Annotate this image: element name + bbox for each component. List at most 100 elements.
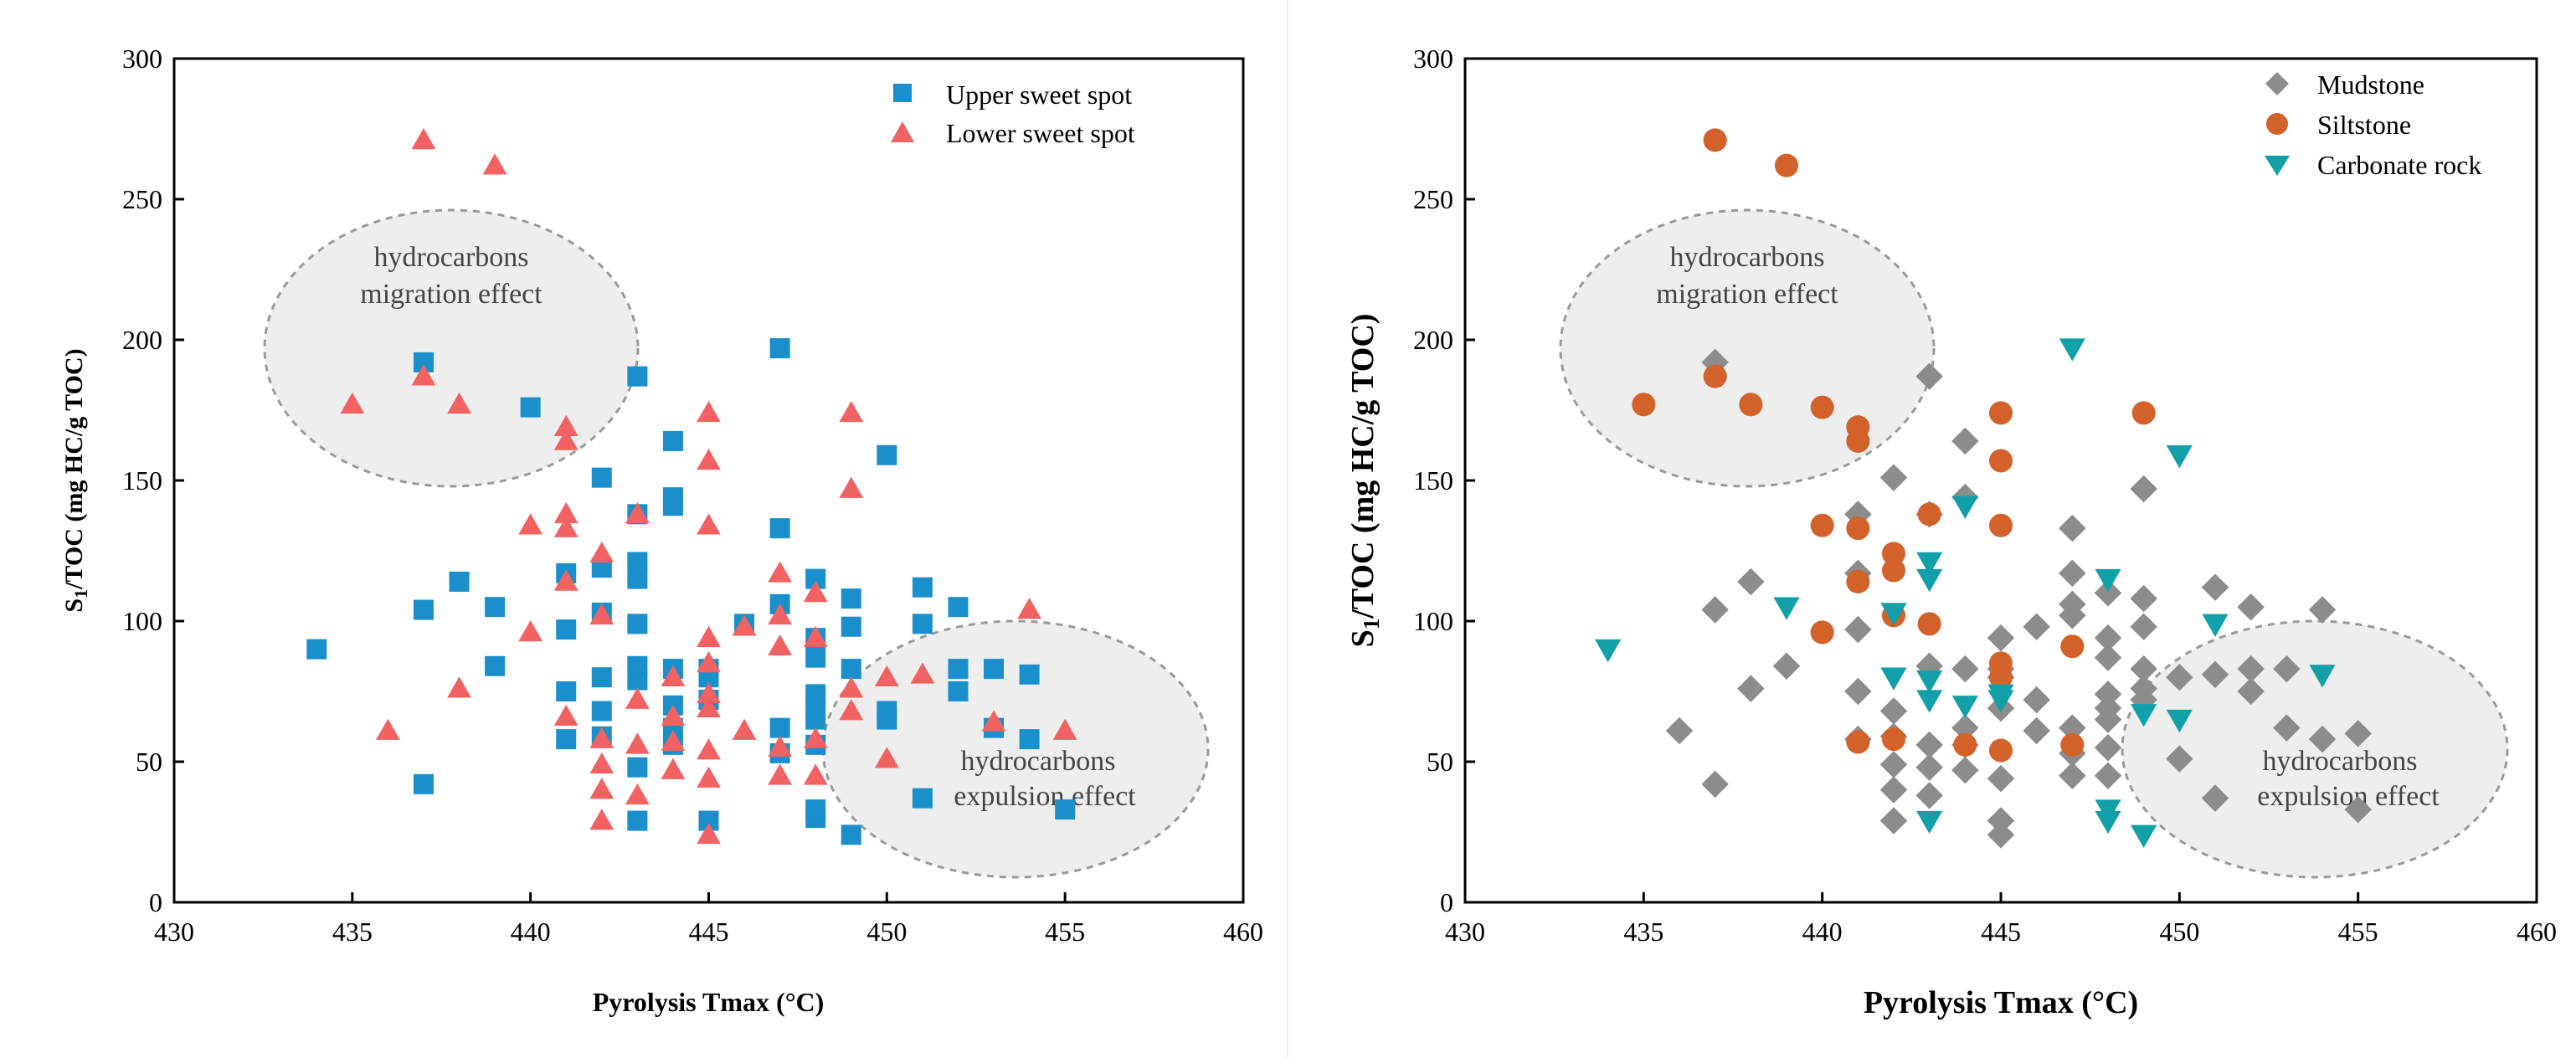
point-upper-sweet-spot [1019, 664, 1040, 685]
y-axis-title-sub: 1 [1359, 619, 1384, 630]
point-mudstone [1844, 615, 1872, 644]
point-mudstone [2273, 714, 2301, 742]
y-axis-title-rest: /TOC (mg HC/g TOC) [60, 348, 88, 590]
point-mudstone [1879, 807, 1908, 835]
point-siltstone [1881, 727, 1906, 752]
point-mudstone [1915, 362, 1943, 390]
x-tick-label: 455 [1045, 917, 1085, 947]
point-lower-sweet-spot [518, 513, 543, 535]
point-lower-sweet-spot [732, 614, 757, 636]
point-carbonate-rock [2166, 445, 2193, 469]
point-siltstone [1988, 651, 2013, 675]
point-upper-sweet-spot [627, 552, 648, 573]
point-lower-sweet-spot [697, 681, 721, 704]
point-mudstone [2094, 644, 2122, 671]
point-mudstone [2201, 573, 2229, 601]
x-tick-label: 450 [866, 917, 907, 947]
point-lower-sweet-spot [625, 501, 650, 524]
point-siltstone [1846, 569, 1870, 594]
point-lower-sweet-spot [803, 581, 828, 603]
point-upper-sweet-spot [948, 681, 969, 701]
point-siltstone [1846, 516, 1870, 541]
point-mudstone [1879, 697, 1908, 725]
point-lower-sweet-spot [768, 735, 793, 757]
point-siltstone [1881, 542, 1906, 566]
point-mudstone [1879, 776, 1908, 804]
chart-left: hydrocarbons migration effect hydrocarbo… [60, 44, 1263, 1017]
legend-label-carbonate-rock: Carbonate rock [2317, 150, 2481, 180]
point-lower-sweet-spot [411, 364, 436, 386]
point-upper-sweet-spot [769, 338, 790, 359]
y-tick-label: 50 [136, 747, 162, 777]
data-points [306, 128, 1077, 845]
point-lower-sweet-spot [1052, 718, 1077, 740]
point-lower-sweet-spot [1017, 598, 1041, 619]
point-lower-sweet-spot [553, 429, 578, 450]
migration-region [1559, 208, 1936, 488]
point-carbonate-rock [1987, 684, 2014, 707]
point-upper-sweet-spot [627, 810, 648, 831]
point-lower-sweet-spot [553, 414, 578, 436]
y-tick-label: 300 [122, 44, 162, 74]
data-points [1595, 128, 2372, 849]
point-upper-sweet-spot [805, 684, 826, 705]
point-mudstone [2201, 660, 2229, 689]
point-lower-sweet-spot [447, 392, 471, 414]
point-upper-sweet-spot [591, 667, 612, 688]
point-mudstone [2059, 714, 2086, 742]
point-upper-sweet-spot [556, 681, 577, 701]
point-upper-sweet-spot [591, 467, 612, 488]
point-lower-sweet-spot [874, 747, 899, 768]
point-carbonate-rock [2059, 338, 2085, 362]
point-mudstone [2094, 733, 2122, 762]
point-mudstone [2237, 593, 2265, 621]
point-siltstone [1988, 449, 2013, 473]
point-lower-sweet-spot [839, 699, 864, 721]
point-mudstone [2201, 784, 2229, 812]
point-carbonate-rock [2309, 665, 2336, 688]
point-siltstone [1703, 364, 1727, 388]
point-upper-sweet-spot [413, 773, 434, 794]
point-upper-sweet-spot [912, 614, 933, 634]
point-mudstone [2059, 762, 2086, 790]
point-mudstone [2130, 584, 2157, 613]
migration-label-line1: hydrocarbons [1669, 242, 1824, 273]
x-tick-label: 460 [1223, 917, 1263, 947]
point-mudstone [1844, 677, 1872, 706]
point-lower-sweet-spot [661, 665, 686, 686]
legend-label-siltstone: Siltstone [2317, 110, 2411, 140]
point-upper-sweet-spot [306, 639, 327, 660]
point-mudstone [2023, 686, 2050, 714]
point-upper-sweet-spot [627, 568, 648, 589]
point-mudstone [1879, 751, 1908, 778]
point-lower-sweet-spot [981, 710, 1006, 732]
point-carbonate-rock [1951, 496, 1978, 519]
point-siltstone [1846, 415, 1870, 439]
y-tick-label: 250 [122, 184, 162, 214]
point-lower-sweet-spot [768, 561, 793, 583]
point-mudstone [2130, 475, 2157, 503]
x-tick-label: 445 [1981, 917, 2021, 947]
point-upper-sweet-spot [485, 597, 506, 618]
point-upper-sweet-spot [805, 647, 826, 668]
point-lower-sweet-spot [553, 704, 578, 727]
ticks: 430 435 440 445 450 455 460 0 50 100 150 200 250 300 [122, 44, 1263, 947]
x-tick-label: 430 [1445, 917, 1485, 947]
legend: Upper sweet spot Lower sweet spot [891, 80, 1135, 148]
point-upper-sweet-spot [662, 487, 683, 508]
point-mudstone [2308, 725, 2337, 753]
point-mudstone [2094, 624, 2122, 652]
legend-marker-lower-sweet-spot [891, 121, 914, 142]
point-upper-sweet-spot [627, 757, 648, 778]
point-lower-sweet-spot [518, 620, 543, 642]
point-lower-sweet-spot [803, 625, 828, 647]
point-lower-sweet-spot [589, 752, 614, 774]
y-tick-label: 150 [1413, 465, 1453, 496]
point-upper-sweet-spot [769, 717, 790, 738]
point-lower-sweet-spot [697, 766, 721, 788]
point-mudstone [1951, 756, 1979, 784]
chart-right: hydrocarbons migration effect hydrocarbo… [1345, 44, 2557, 1020]
expulsion-label-line1: hydrocarbons [2262, 746, 2417, 777]
point-upper-sweet-spot [520, 397, 541, 418]
point-mudstone [2059, 559, 2086, 588]
